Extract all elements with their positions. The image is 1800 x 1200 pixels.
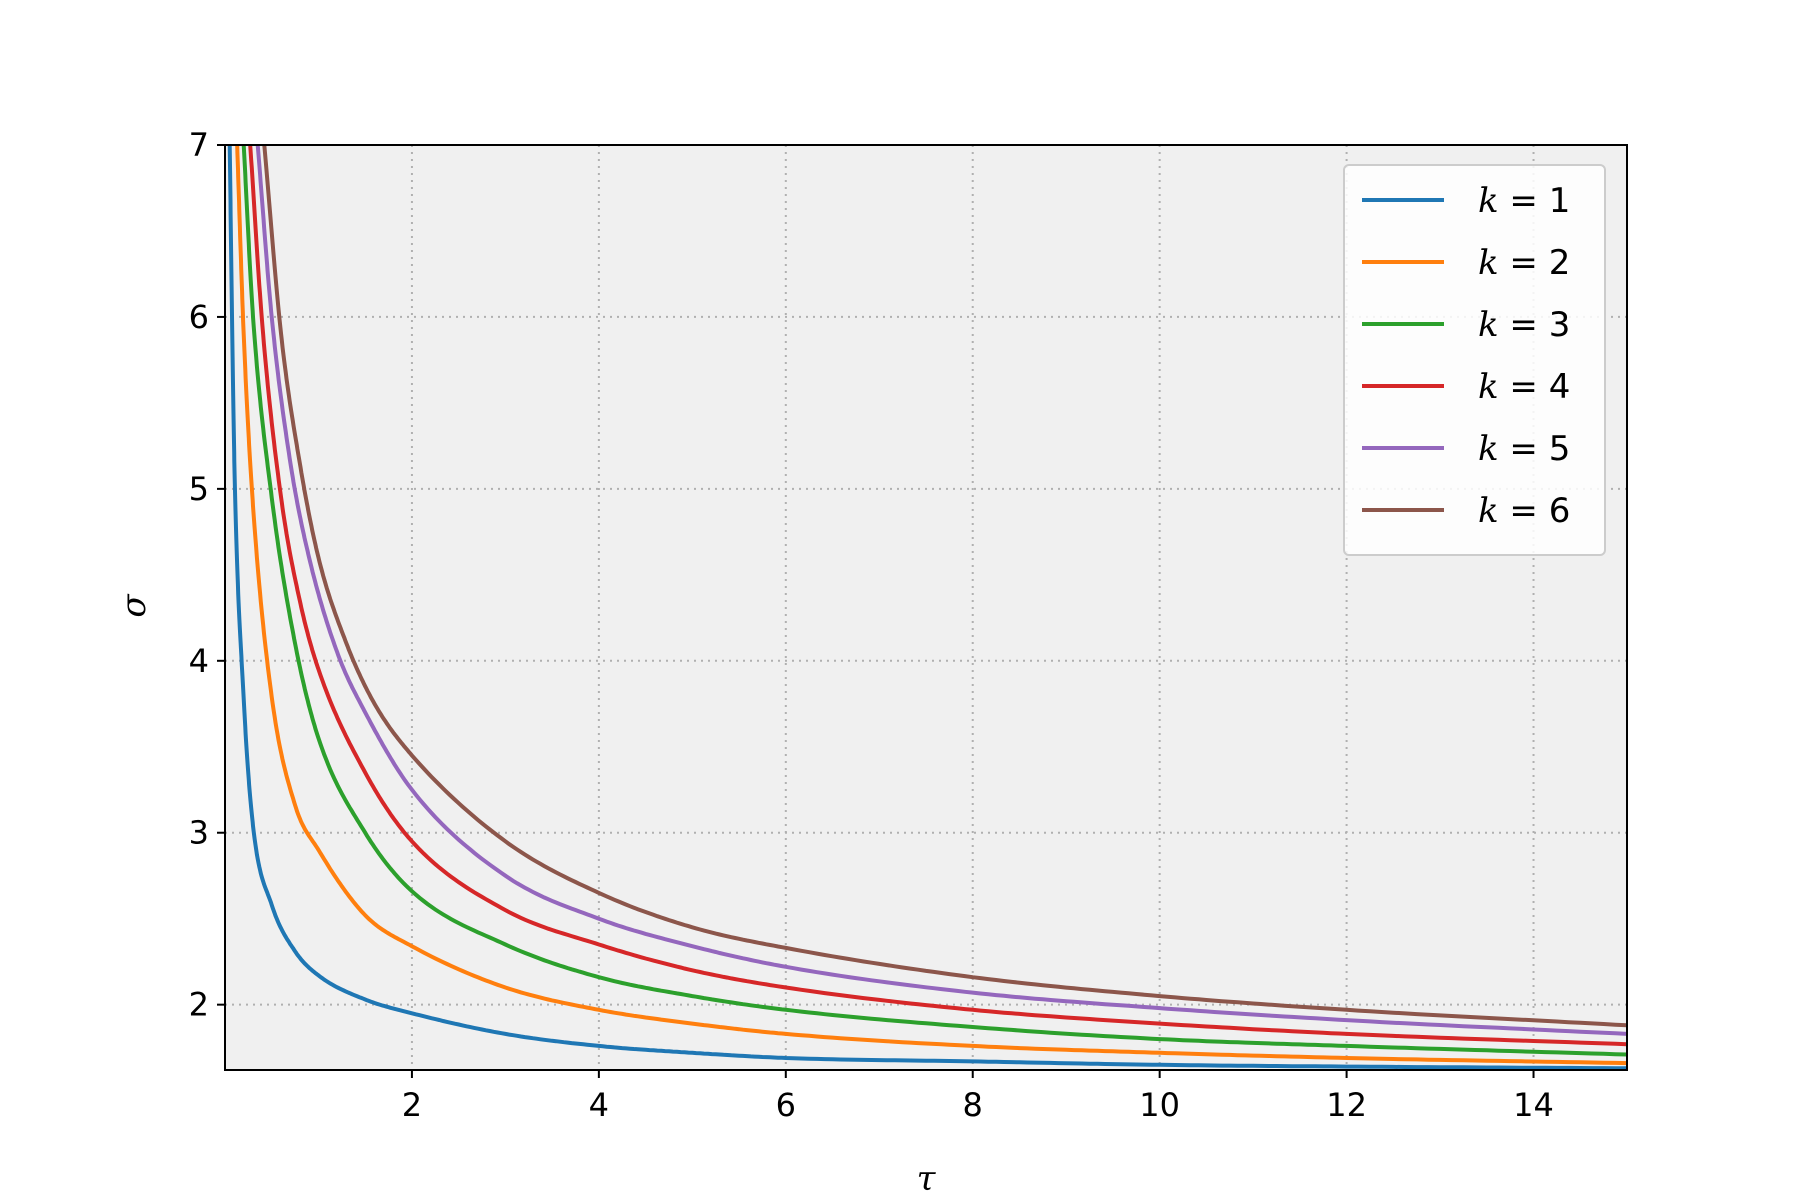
- y-axis-label: σ: [114, 594, 154, 618]
- plot-frame: [224, 144, 1628, 1071]
- series-line-k6: [262, 145, 1627, 1028]
- legend-label: k = 5: [1478, 429, 1570, 469]
- y-tick-label: 4: [189, 642, 209, 680]
- x-axis-label: τ: [917, 1159, 937, 1199]
- x-tick-label: 10: [1139, 1086, 1180, 1124]
- x-tick-label: 14: [1513, 1086, 1554, 1124]
- x-tick-label: 8: [963, 1086, 983, 1124]
- y-tick-label: 7: [189, 126, 209, 164]
- x-tick-label: 4: [589, 1086, 609, 1124]
- legend-label: k = 4: [1478, 367, 1570, 407]
- series-line-k3: [241, 145, 1627, 1057]
- y-tick-label: 5: [189, 470, 209, 508]
- series-line-k1: [227, 145, 1627, 1070]
- series-line-k5: [255, 145, 1627, 1036]
- legend-label: k = 3: [1478, 305, 1570, 345]
- legend-label: k = 1: [1478, 181, 1570, 221]
- y-tick-label: 2: [189, 986, 209, 1024]
- axis-ticks: 2 4 6 8 10 12 14 2 3 4 5 6 7: [189, 126, 1554, 1124]
- legend: k = 1 k = 2 k = 3 k = 4 k = 5 k = 6: [1343, 164, 1606, 556]
- series-line-k2: [235, 145, 1627, 1066]
- y-tick-label: 3: [189, 814, 209, 852]
- series-lines: [227, 145, 1627, 1070]
- legend-label: k = 6: [1478, 491, 1570, 531]
- x-tick-label: 12: [1326, 1086, 1367, 1124]
- legend-label: k = 2: [1478, 243, 1570, 283]
- x-tick-label: 6: [776, 1086, 796, 1124]
- y-tick-label: 6: [189, 298, 209, 336]
- series-line-k4: [248, 145, 1627, 1047]
- x-tick-label: 2: [402, 1086, 422, 1124]
